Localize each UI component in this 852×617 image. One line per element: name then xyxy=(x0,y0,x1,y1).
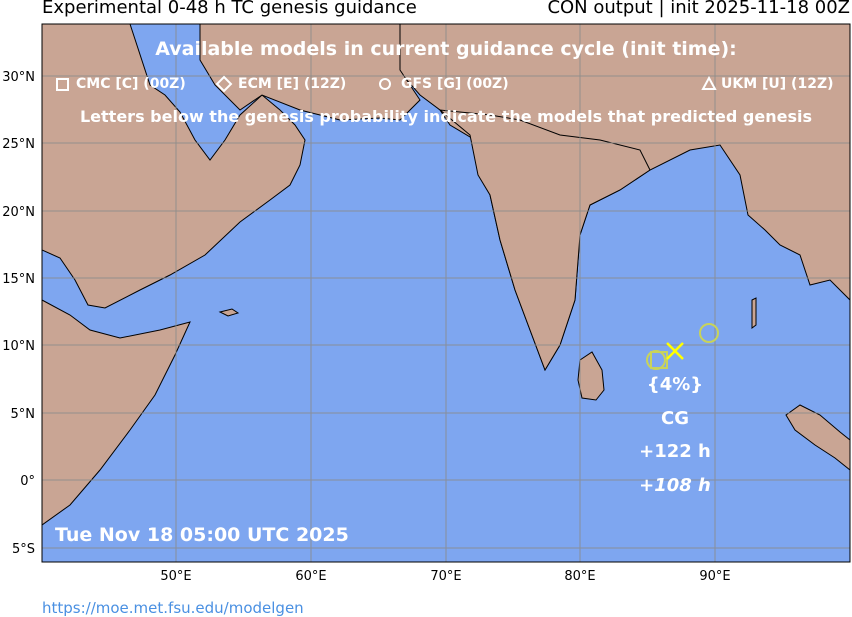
sri-lanka xyxy=(577,351,605,401)
lat-tick-label: 10°N xyxy=(2,339,35,354)
genesis-models: CG xyxy=(661,408,689,429)
genesis-location-x-icon xyxy=(666,342,684,360)
lat-tick-label: 0° xyxy=(20,474,35,489)
genesis-markers xyxy=(646,323,719,370)
lon-tick-label: 90°E xyxy=(699,569,730,584)
chart-title: Experimental 0-48 h TC genesis guidance xyxy=(42,0,417,18)
genesis-annotation: {4%} CG +122 h +108 h xyxy=(639,374,711,496)
triangle-icon xyxy=(701,75,717,90)
lon-tick-label: 60°E xyxy=(295,569,326,584)
lat-tick-label: 5°N xyxy=(11,407,36,422)
footer-url-link[interactable]: https://moe.met.fsu.edu/modelgen xyxy=(42,599,304,617)
persian-coast xyxy=(199,24,421,121)
legend-model-label: GFS [G] (00Z) xyxy=(401,76,509,92)
diamond-icon xyxy=(215,75,233,93)
lat-tick-label: 20°N xyxy=(2,205,35,220)
gridlines xyxy=(42,24,850,562)
genesis-probability: {4%} xyxy=(647,374,703,395)
valid-timestamp: Tue Nov 18 05:00 UTC 2025 xyxy=(55,524,349,546)
socotra xyxy=(218,308,240,317)
circle-icon xyxy=(379,78,391,90)
lon-tick-label: 50°E xyxy=(160,569,191,584)
legend-model-label: UKM [U] (12Z) xyxy=(721,76,834,92)
sumatra xyxy=(785,404,850,471)
lat-axis: 30°N 25°N 20°N 15°N 10°N 5°N 0° 5°S xyxy=(2,70,35,557)
lon-axis: 50°E 60°E 70°E 80°E 90°E xyxy=(160,569,730,584)
lon-tick-label: 70°E xyxy=(430,569,461,584)
lat-tick-label: 15°N xyxy=(2,272,35,287)
legend-model-label: CMC [C] (00Z) xyxy=(76,76,186,92)
cmc-genesis-square-icon xyxy=(650,351,668,369)
lat-tick-label: 5°S xyxy=(12,542,35,557)
legend-heading: Available models in current guidance cyc… xyxy=(155,38,737,60)
lon-tick-label: 80°E xyxy=(564,569,595,584)
run-info: CON output | init 2025-11-18 00Z xyxy=(547,0,850,18)
lat-tick-label: 25°N xyxy=(2,137,35,152)
map-frame xyxy=(41,23,851,563)
arabian-peninsula xyxy=(42,24,306,309)
genesis-lead-time: +122 h xyxy=(639,441,711,462)
model-legend: Available models in current guidance cyc… xyxy=(56,38,834,126)
square-icon xyxy=(56,78,69,91)
gfs-genesis-circle-icon xyxy=(699,323,719,343)
legend-note: Letters below the genesis probability in… xyxy=(80,107,812,126)
andaman-island xyxy=(751,297,757,329)
legend-model-label: ECM [E] (12Z) xyxy=(238,76,346,92)
genesis-lead-time-italic: +108 h xyxy=(639,475,711,496)
lat-tick-label: 30°N xyxy=(2,70,35,85)
